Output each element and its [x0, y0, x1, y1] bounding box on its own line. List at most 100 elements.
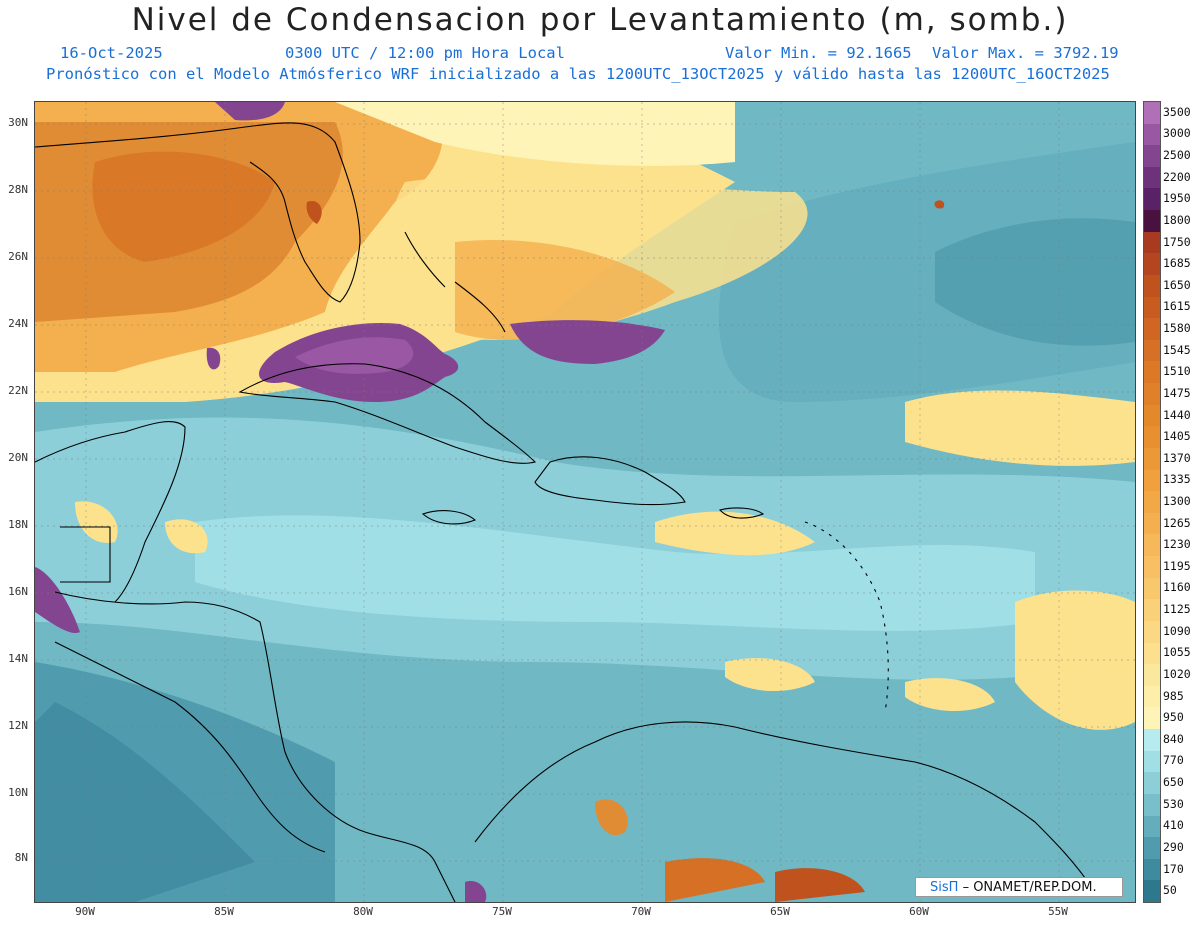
colorbar-cell [1144, 253, 1160, 276]
lon-label-80w: 80W [353, 905, 373, 918]
colorbar-label: 770 [1163, 753, 1184, 768]
min-value: Valor Min. = 92.1665 [725, 44, 912, 62]
credit-box: SisΠ – ONAMET/REP.DOM. [915, 877, 1123, 897]
colorbar-label: 530 [1163, 796, 1184, 811]
colorbar-cell [1144, 642, 1160, 665]
colorbar-cell [1144, 123, 1160, 146]
colorbar-label: 1950 [1163, 191, 1191, 206]
colorbar-label: 1475 [1163, 385, 1191, 400]
colorbar-label: 290 [1163, 839, 1184, 854]
colorbar-label: 650 [1163, 775, 1184, 790]
lat-label-16n: 16N [8, 585, 28, 598]
coastlines [35, 122, 1096, 902]
colorbar-cell [1144, 404, 1160, 427]
lat-label-14n: 14N [8, 652, 28, 665]
colorbar-label: 950 [1163, 710, 1184, 725]
lon-label-85w: 85W [214, 905, 234, 918]
colorbar-cell [1144, 815, 1160, 838]
colorbar-label: 1230 [1163, 537, 1191, 552]
colorbar-cell [1144, 188, 1160, 211]
colorbar-label: 985 [1163, 688, 1184, 703]
colorbar-cell [1144, 102, 1160, 125]
colorbar-label: 3000 [1163, 126, 1191, 141]
colorbar-cell [1144, 556, 1160, 579]
colorbar-cell [1144, 447, 1160, 471]
lat-label-10n: 10N [8, 786, 28, 799]
colorbar-cell [1144, 383, 1160, 406]
colorbar-cell [1144, 620, 1160, 644]
colorbar-label: 50 [1163, 883, 1177, 898]
colorbar-cell [1144, 772, 1160, 795]
colorbar-label: 1750 [1163, 234, 1191, 249]
colorbar-label: 1440 [1163, 407, 1191, 422]
colorbar-label: 2200 [1163, 169, 1191, 184]
colorbar-cell [1144, 837, 1160, 860]
lon-label-75w: 75W [492, 905, 512, 918]
colorbar-cell [1144, 426, 1160, 449]
colorbar-cell [1144, 793, 1160, 816]
colorbar-cell [1144, 750, 1160, 773]
colorbar-cell [1144, 512, 1160, 535]
colorbar-cell [1144, 231, 1160, 254]
colorbar-cell [1144, 318, 1160, 341]
colorbar-cell [1144, 469, 1160, 492]
colorbar-label: 1265 [1163, 515, 1191, 530]
lon-label-90w: 90W [75, 905, 95, 918]
lat-label-28n: 28N [8, 183, 28, 196]
map-title: Nivel de Condensacion por Levantamiento … [131, 2, 1069, 38]
colorbar-label: 1125 [1163, 602, 1191, 617]
colorbar [1143, 101, 1161, 903]
colorbar-cell [1144, 166, 1160, 189]
colorbar-label: 1510 [1163, 364, 1191, 379]
lat-label-24n: 24N [8, 317, 28, 330]
colorbar-label: 1545 [1163, 342, 1191, 357]
lat-label-12n: 12N [8, 719, 28, 732]
colorbar-cell [1144, 534, 1160, 557]
sispi-logo: SisΠ [930, 880, 959, 895]
colorbar-cell [1144, 577, 1160, 600]
colorbar-label: 1020 [1163, 666, 1191, 681]
colorbar-label: 410 [1163, 818, 1184, 833]
colorbar-cell [1144, 491, 1160, 514]
colorbar-label: 170 [1163, 861, 1184, 876]
colorbar-cell [1144, 296, 1160, 319]
colorbar-label: 1055 [1163, 645, 1191, 660]
max-value: Valor Max. = 3792.19 [932, 44, 1119, 62]
colorbar-label: 2500 [1163, 148, 1191, 163]
colorbar-cell [1144, 664, 1160, 687]
lat-label-20n: 20N [8, 451, 28, 464]
colorbar-label: 1195 [1163, 558, 1191, 573]
lat-label-18n: 18N [8, 518, 28, 531]
lon-label-65w: 65W [770, 905, 790, 918]
colorbar-label: 1370 [1163, 450, 1191, 465]
lon-label-70w: 70W [631, 905, 651, 918]
colorbar-cell [1144, 729, 1160, 752]
colorbar-label: 1160 [1163, 580, 1191, 595]
forecast-time: 0300 UTC / 12:00 pm Hora Local [285, 44, 565, 62]
colorbar-label: 1685 [1163, 256, 1191, 271]
forecast-date: 16-Oct-2025 [60, 44, 163, 62]
lat-label-26n: 26N [8, 250, 28, 263]
colorbar-cell [1144, 145, 1160, 168]
colorbar-cell [1144, 210, 1160, 233]
map-area[interactable] [34, 101, 1136, 903]
colorbar-cell [1144, 599, 1160, 622]
colorbar-label: 3500 [1163, 104, 1191, 119]
lat-label-30n: 30N [8, 116, 28, 129]
credit-text: – ONAMET/REP.DOM. [962, 880, 1097, 895]
lat-label-22n: 22N [8, 384, 28, 397]
colorbar-label: 840 [1163, 731, 1184, 746]
colorbar-label: 1650 [1163, 277, 1191, 292]
colorbar-cell [1144, 707, 1160, 730]
colorbar-label: 1800 [1163, 212, 1191, 227]
lat-label-8n: 8N [14, 851, 28, 864]
colorbar-cell [1144, 685, 1160, 708]
lon-label-55w: 55W [1048, 905, 1068, 918]
colorbar-cell [1144, 274, 1160, 298]
colorbar-cell [1144, 858, 1160, 881]
colorbar-label: 1090 [1163, 623, 1191, 638]
colorbar-cell [1144, 361, 1160, 384]
colorbar-cell [1144, 880, 1160, 903]
colorbar-label: 1300 [1163, 494, 1191, 508]
colorbar-label: 1580 [1163, 321, 1191, 336]
